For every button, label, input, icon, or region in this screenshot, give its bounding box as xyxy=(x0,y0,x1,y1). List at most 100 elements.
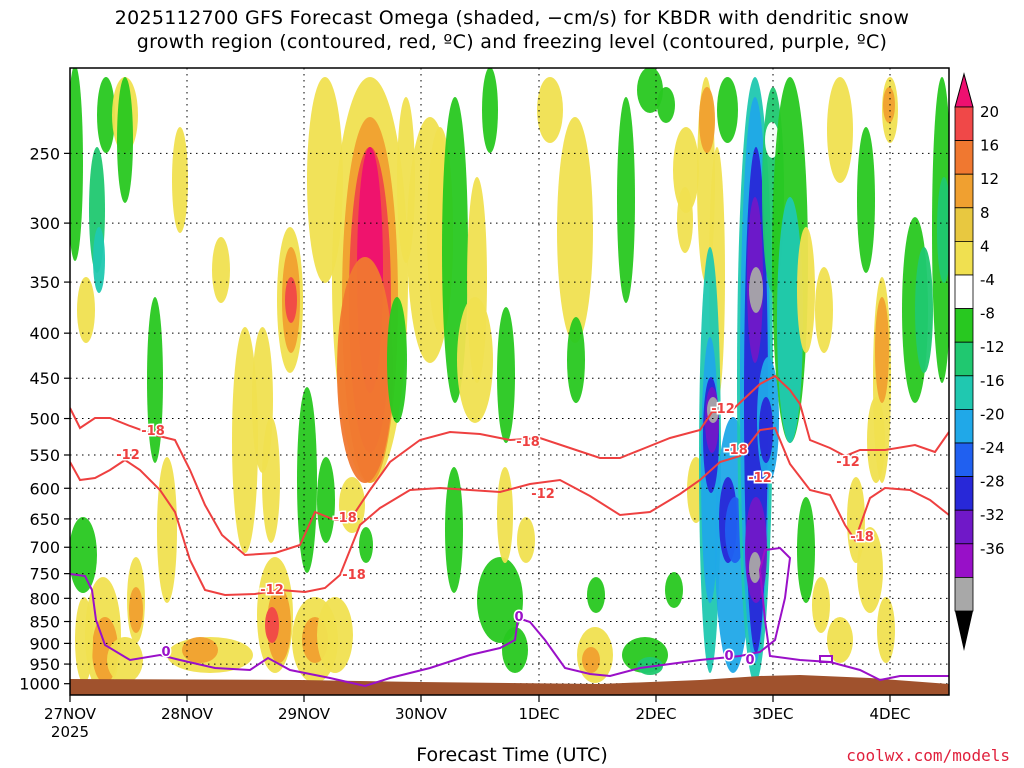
snow-growth-contour xyxy=(70,426,949,597)
omega-cell xyxy=(297,387,317,573)
chart-title: 2025112700 GFS Forecast Omega (shaded, −… xyxy=(0,6,1024,54)
colorbar-swatch xyxy=(954,509,974,545)
omega-cell xyxy=(915,247,933,373)
colorbar-tick-label: 16 xyxy=(980,137,999,155)
chart-title-line-1: 2025112700 GFS Forecast Omega (shaded, −… xyxy=(114,7,910,29)
omega-cell xyxy=(147,297,163,463)
x-tick-label: 27NOV xyxy=(44,705,97,723)
y-tick-label: 600 xyxy=(29,479,60,498)
snow-growth-contour-label: -18 xyxy=(516,435,540,450)
y-tick-label: 750 xyxy=(29,565,60,584)
colorbar-swatch xyxy=(954,375,974,410)
y-tick-label: 500 xyxy=(29,410,60,429)
omega-cell xyxy=(857,127,875,273)
colorbar-swatch xyxy=(954,543,974,578)
freezing-contour-label: 0 xyxy=(514,610,523,625)
colorbar-swatch xyxy=(954,476,974,511)
snow-growth-contour-label: -12 xyxy=(260,583,284,598)
grid-lines xyxy=(70,68,949,695)
freezing-contour xyxy=(819,655,833,663)
omega-cell xyxy=(877,597,895,663)
omega-cell xyxy=(875,297,889,403)
colorbar-swatch xyxy=(954,207,974,242)
colorbar-tick-label: -36 xyxy=(980,540,1005,558)
omega-cell xyxy=(70,68,83,261)
omega-cell xyxy=(827,617,853,663)
snow-growth-contour-label: -12 xyxy=(531,487,555,502)
x-tick-label: 29NOV xyxy=(278,705,331,723)
omega-cell xyxy=(812,577,830,633)
omega-cell xyxy=(117,77,133,203)
omega-cell xyxy=(749,552,761,583)
colorbar-swatch xyxy=(954,341,974,377)
omega-cell xyxy=(497,467,513,563)
omega-cell xyxy=(77,277,95,343)
snow-growth-contour-label: -18 xyxy=(724,443,748,458)
credit-link[interactable]: coolwx.com/models xyxy=(846,746,1010,765)
omega-cell xyxy=(673,127,699,213)
omega-cell xyxy=(657,87,675,123)
chart-title-line-2: growth region (contoured, red, ºC) and f… xyxy=(136,31,888,53)
freezing-contour-label: 0 xyxy=(724,649,733,664)
omega-cell xyxy=(777,197,803,443)
colorbar-tick-label: 4 xyxy=(980,237,990,255)
omega-cell xyxy=(797,227,815,353)
omega-cell xyxy=(212,237,230,303)
y-tick-label: 400 xyxy=(29,324,60,343)
freezing-contour-label: 0 xyxy=(161,645,170,660)
colorbar: 20 16 12 8 4 -4 -8 -12 -16 -20 -24 -28 -32 -36 xyxy=(954,72,1005,651)
freezing-contour-label: 0 xyxy=(745,653,754,668)
omega-cell xyxy=(765,122,779,158)
omega-cell xyxy=(517,517,535,563)
snow-growth-contour-label: -12 xyxy=(836,455,860,470)
colorbar-tick-label: -20 xyxy=(980,405,1005,423)
omega-cell xyxy=(827,77,853,183)
colorbar-tick-label: -16 xyxy=(980,372,1005,390)
colorbar-swatch xyxy=(954,140,974,175)
omega-cell xyxy=(172,127,188,233)
colorbar-tick-label: -12 xyxy=(980,338,1005,356)
colorbar-swatch xyxy=(954,408,974,444)
omega-cell xyxy=(359,527,373,563)
colorbar-swatch xyxy=(954,442,974,477)
colorbar-swatch xyxy=(954,274,974,309)
colorbar-tick-label: -8 xyxy=(980,305,995,323)
omega-cell xyxy=(502,627,528,673)
omega-cell xyxy=(665,572,683,608)
y-tick-label: 550 xyxy=(29,446,60,465)
omega-cell xyxy=(387,297,407,423)
omega-cell xyxy=(797,497,815,603)
omega-cell xyxy=(262,417,280,543)
omega-cell xyxy=(815,267,833,353)
omega-cell xyxy=(745,497,767,603)
omega-cell xyxy=(567,317,585,403)
omega-cell xyxy=(232,327,258,553)
colorbar-tick-label: 8 xyxy=(980,204,990,222)
y-tick-label: 300 xyxy=(29,214,60,233)
omega-cell xyxy=(75,597,93,683)
x-axis-label: Forecast Time (UTC) xyxy=(416,744,608,766)
omega-cell xyxy=(477,557,523,643)
colorbar-swatch xyxy=(954,308,974,343)
x-tick-label: 1DEC xyxy=(518,705,559,723)
omega-cell xyxy=(265,607,279,643)
plot-frame xyxy=(69,67,950,696)
omega-cell xyxy=(107,637,143,683)
y-tick-label: 1000 xyxy=(19,675,60,694)
omega-cell xyxy=(749,267,763,313)
omega-cell xyxy=(699,87,715,153)
colorbar-tick-label: 20 xyxy=(980,103,999,121)
snow-growth-contour-label: -18 xyxy=(333,511,357,526)
y-tick-label: 450 xyxy=(29,369,60,388)
y-tick-label: 850 xyxy=(29,613,60,632)
y-tick-label: 250 xyxy=(29,144,60,163)
snow-growth-contour-label: -12 xyxy=(711,402,735,417)
snow-growth-contour-label: -12 xyxy=(748,471,772,486)
colorbar-tick-label: 12 xyxy=(980,170,999,188)
omega-cell xyxy=(93,227,105,293)
ground-surface xyxy=(70,675,949,695)
y-tick-label: 950 xyxy=(29,655,60,674)
omega-cell xyxy=(497,307,515,443)
y-tick-label: 700 xyxy=(29,538,60,557)
